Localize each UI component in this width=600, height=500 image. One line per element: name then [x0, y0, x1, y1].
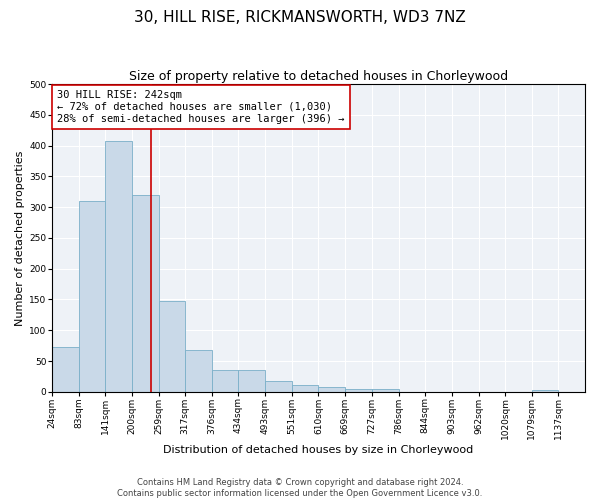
Bar [346, 388, 371, 392]
Bar [79, 201, 105, 392]
Bar [532, 390, 558, 392]
Bar [52, 348, 79, 392]
X-axis label: Distribution of detached houses by size in Chorleywood: Distribution of detached houses by size … [163, 445, 473, 455]
Bar [292, 385, 319, 392]
Bar [159, 300, 185, 392]
Bar [371, 390, 398, 392]
Bar [319, 388, 346, 392]
Bar [105, 141, 132, 392]
Bar [132, 195, 159, 392]
Text: 30 HILL RISE: 242sqm
← 72% of detached houses are smaller (1,030)
28% of semi-de: 30 HILL RISE: 242sqm ← 72% of detached h… [57, 90, 344, 124]
Bar [265, 380, 292, 392]
Text: Contains HM Land Registry data © Crown copyright and database right 2024.
Contai: Contains HM Land Registry data © Crown c… [118, 478, 482, 498]
Bar [185, 350, 212, 392]
Text: 30, HILL RISE, RICKMANSWORTH, WD3 7NZ: 30, HILL RISE, RICKMANSWORTH, WD3 7NZ [134, 10, 466, 25]
Bar [212, 370, 238, 392]
Y-axis label: Number of detached properties: Number of detached properties [15, 150, 25, 326]
Bar [238, 370, 265, 392]
Title: Size of property relative to detached houses in Chorleywood: Size of property relative to detached ho… [129, 70, 508, 83]
